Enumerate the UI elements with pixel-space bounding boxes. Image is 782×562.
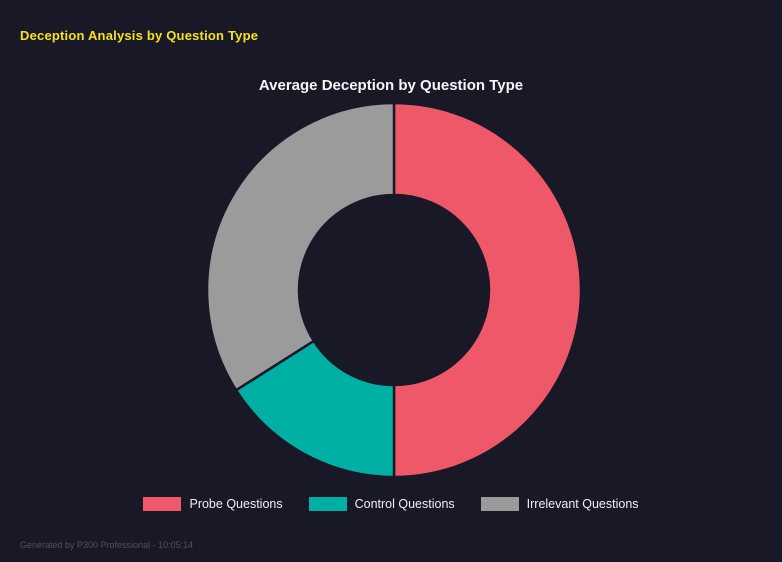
chart-title: Average Deception by Question Type: [258, 77, 524, 94]
footer-note: Generated by P300 Professional - 10:05:1…: [20, 540, 194, 550]
legend-item[interactable]: Control Questions: [308, 497, 455, 511]
legend-swatch-icon: [308, 497, 347, 511]
chart-legend: Probe Questions Control Questions Irreleva…: [0, 497, 782, 511]
donut-chart: [205, 101, 583, 479]
legend-label: Control Questions: [354, 497, 455, 511]
donut-segment-2[interactable]: [205, 101, 396, 392]
page-title: Deception Analysis by Question Type: [20, 28, 259, 43]
legend-swatch-icon: [143, 497, 182, 511]
donut-segment-0[interactable]: [392, 101, 583, 479]
legend-item[interactable]: Irrelevant Questions: [480, 497, 639, 511]
donut-segment-1[interactable]: [234, 339, 396, 479]
legend-label: Irrelevant Questions: [526, 497, 639, 511]
legend-item[interactable]: Probe Questions: [143, 497, 283, 511]
legend-swatch-icon: [480, 497, 519, 511]
legend-label: Probe Questions: [189, 497, 283, 511]
